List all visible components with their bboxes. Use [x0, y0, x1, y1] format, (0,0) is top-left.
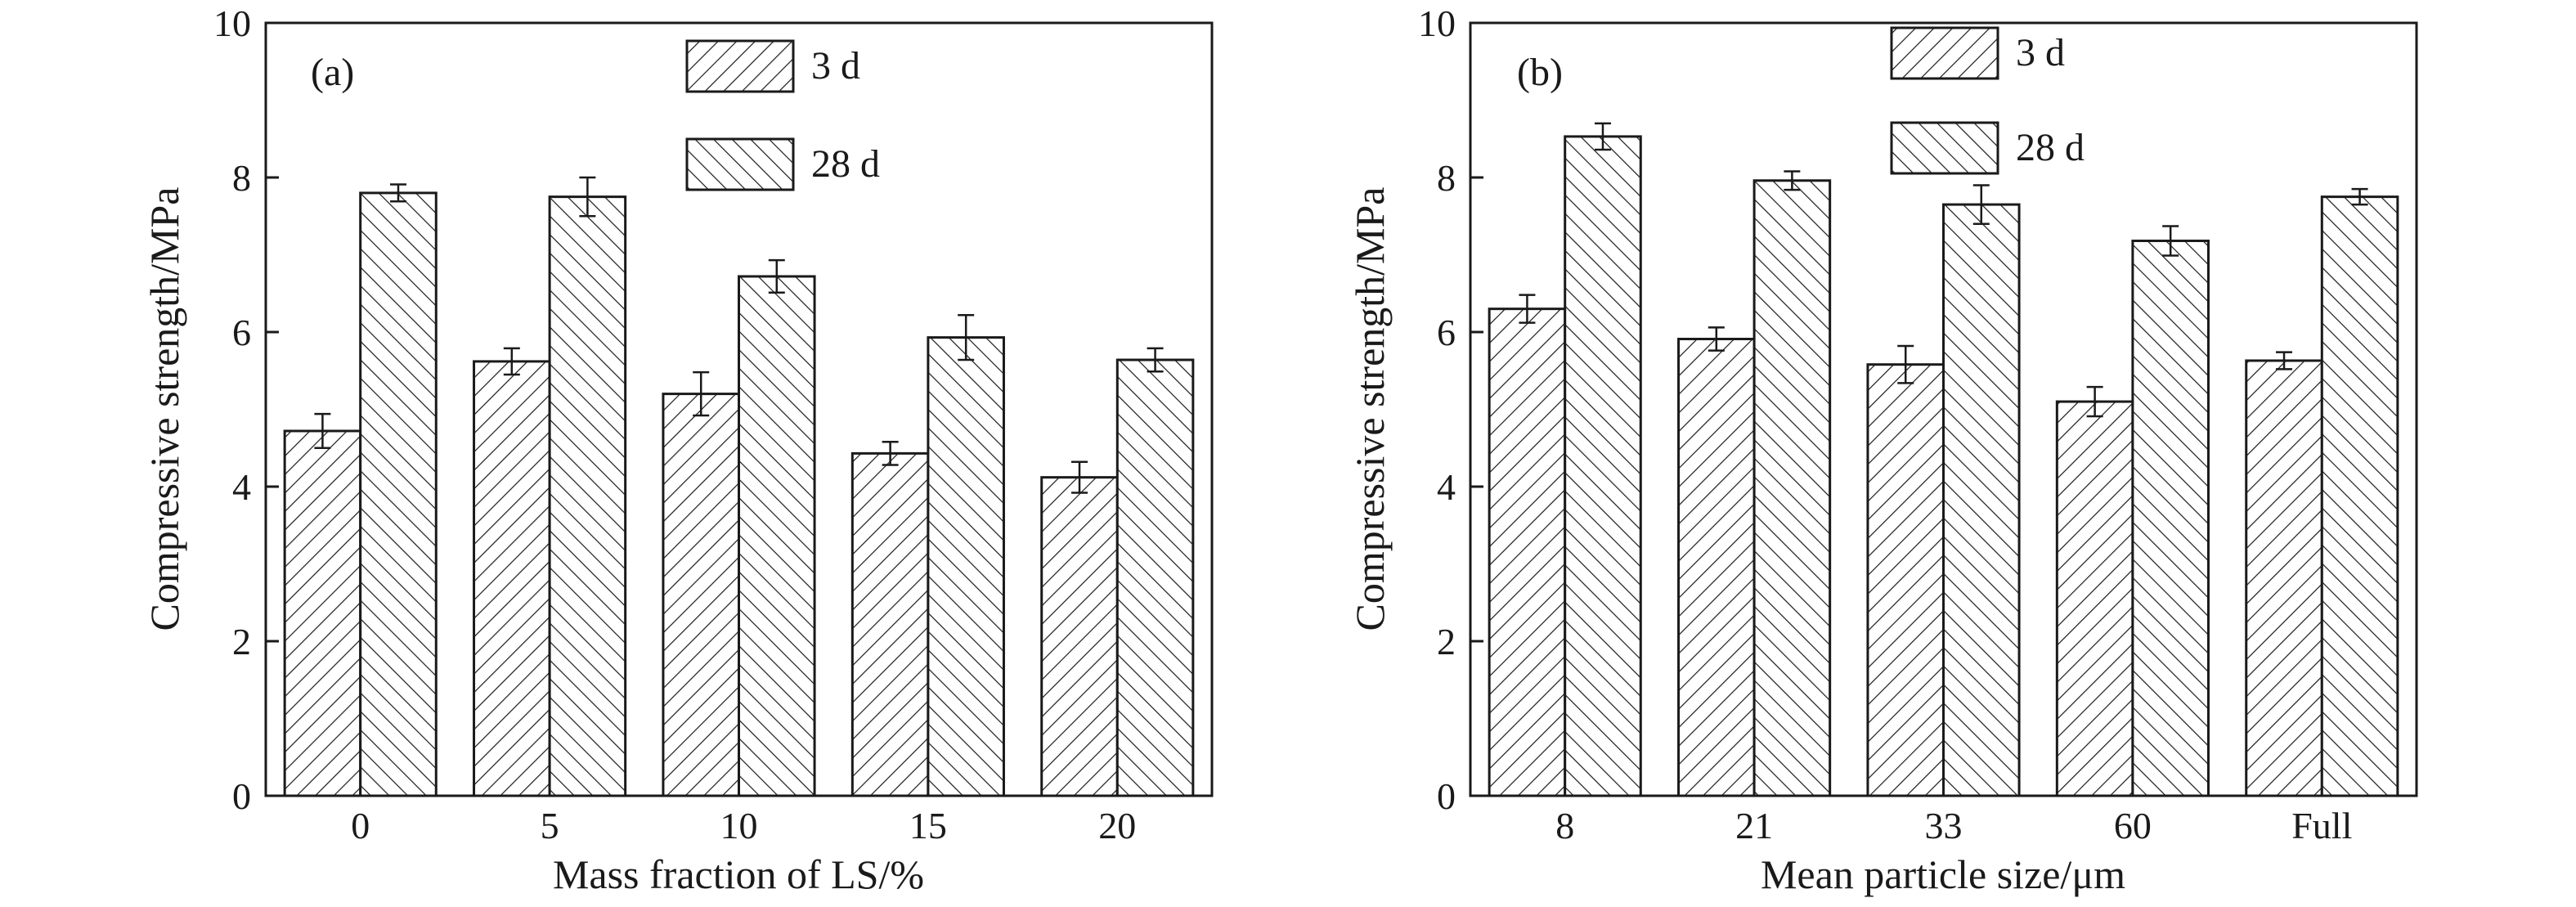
bar-3d: [2055, 400, 2134, 797]
bar-28d: [1942, 203, 2021, 797]
bar-28d: [1752, 179, 1832, 797]
panel-label: (b): [1517, 51, 1563, 94]
x-tick-label: 5: [541, 805, 559, 846]
x-tick-label: 21: [1735, 805, 1773, 846]
y-tick-label: 2: [232, 621, 251, 662]
bar-28d: [1564, 135, 1642, 797]
panel-b-marks: 0 2 4 6 8 10 8 21 33 60 Full 3 d 28 d: [1418, 2, 2399, 846]
x-tick-label: 20: [1098, 805, 1136, 846]
bar-3d: [1040, 476, 1119, 797]
legend-swatch: [1890, 121, 1999, 175]
bar-3d: [1866, 363, 1945, 797]
chart-panel-b: 0 2 4 6 8 10 8 21 33 60 Full 3 d 28 d (b) Compressiv…: [1347, 2, 2418, 897]
y-tick-label: 6: [1437, 312, 1456, 353]
x-tick-label: 10: [720, 805, 758, 846]
x-tick-label: 60: [2114, 805, 2152, 846]
x-tick-label: Full: [2291, 805, 2352, 846]
bar-28d: [927, 336, 1005, 797]
bar-28d: [548, 195, 627, 797]
panel-a-marks: 0 2 4 6 8 10 0 5 10 15 20 3 d 28 d: [213, 2, 1195, 846]
x-axis-title: Mass fraction of LS/%: [553, 851, 924, 897]
x-tick-label: 15: [909, 805, 947, 846]
bar-3d: [850, 451, 930, 797]
x-tick-label: 8: [1555, 805, 1574, 846]
y-tick-label: 2: [1437, 621, 1456, 662]
bar-28d: [2131, 239, 2210, 797]
y-tick-label: 0: [1437, 775, 1456, 817]
y-tick-label: 8: [232, 157, 251, 199]
bar-3d: [662, 393, 740, 797]
bar-28d: [359, 191, 438, 797]
x-tick-label: 0: [351, 805, 370, 846]
legend-swatch: [1890, 26, 1999, 80]
y-tick-label: 0: [232, 775, 251, 817]
x-axis-title: Mean particle size/μm: [1761, 851, 2125, 897]
bar-3d: [2245, 359, 2323, 797]
bar-28d: [1115, 358, 1195, 797]
y-tick-label: 8: [1437, 157, 1456, 199]
y-tick-label: 4: [232, 466, 251, 508]
y-axis-title: Compressive strength/MPa: [1347, 186, 1393, 631]
y-axis-title: Compressive strength/MPa: [141, 186, 187, 631]
bar-3d: [1488, 308, 1567, 797]
legend-swatch: [685, 137, 795, 191]
bar-3d: [1677, 338, 1756, 797]
y-tick-label: 10: [213, 2, 251, 44]
bar-3d: [283, 429, 362, 797]
bar-3d: [473, 360, 551, 797]
legend-swatch: [685, 39, 795, 93]
panel-label: (a): [311, 51, 354, 94]
y-tick-label: 4: [1437, 466, 1456, 508]
chart-panel-a: 0 2 4 6 8 10 0 5 10 15 20 3 d 28 d (a) Compressive s…: [141, 2, 1214, 897]
legend-label: 3 d: [2016, 31, 2065, 74]
legend-label: 28 d: [2016, 126, 2085, 169]
legend-label: 28 d: [811, 142, 880, 186]
bar-28d: [738, 275, 816, 797]
bar-28d: [2320, 195, 2399, 797]
y-tick-label: 6: [232, 312, 251, 353]
x-tick-label: 33: [1925, 805, 1963, 846]
y-tick-label: 10: [1418, 2, 1456, 44]
legend-label: 3 d: [811, 44, 860, 88]
